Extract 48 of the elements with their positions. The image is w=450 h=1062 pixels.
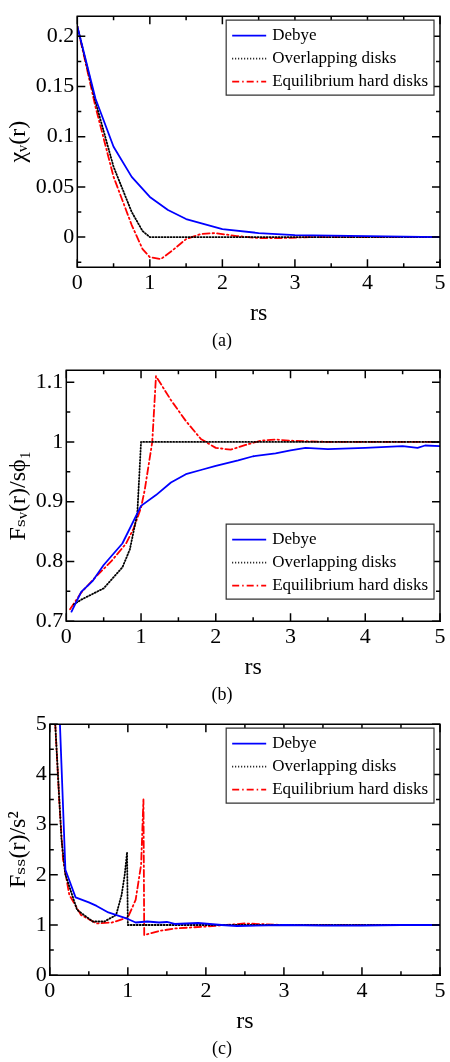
y-tick-label: 1 xyxy=(52,427,64,453)
x-tick-label: 3 xyxy=(289,269,301,295)
y-tick-label: 0.05 xyxy=(35,172,75,198)
legend-label: Overlapping disks xyxy=(272,48,397,68)
y-tick-label: 0 xyxy=(35,960,47,986)
legend-label: Equilibrium hard disks xyxy=(272,575,429,595)
legend-label: Debye xyxy=(272,25,317,45)
x-tick-label: 4 xyxy=(361,269,373,295)
x-tick-label: 1 xyxy=(122,977,134,1003)
x-tick-label: 2 xyxy=(200,977,212,1003)
x-tick-label: 1 xyxy=(135,623,147,649)
text: (c) xyxy=(212,1037,232,1059)
text: (a) xyxy=(212,329,232,351)
y-axis-title: Fₛₛ(r)/s² xyxy=(3,811,30,889)
x-tick-label: 1 xyxy=(144,269,156,295)
legend-label: Overlapping disks xyxy=(272,756,397,776)
x-tick-label: 3 xyxy=(285,623,297,649)
x-axis-title: rs xyxy=(236,1007,254,1034)
x-tick-label: 2 xyxy=(210,623,222,649)
x-tick-label: 4 xyxy=(359,623,371,649)
legend-label: Overlapping disks xyxy=(272,552,397,572)
x-tick-label: 5 xyxy=(434,623,446,649)
y-axis-title: χᵥ(r) xyxy=(3,120,30,164)
x-tick-label: 5 xyxy=(434,977,446,1003)
x-tick-label: 2 xyxy=(216,269,228,295)
y-tick-label: 0.8 xyxy=(35,547,64,573)
text: (b) xyxy=(211,683,233,705)
y-tick-label: 0.9 xyxy=(35,487,64,513)
y-tick-label: 2 xyxy=(35,860,47,886)
y-tick-label: 0.15 xyxy=(35,72,75,98)
legend-label: Equilibrium hard disks xyxy=(272,779,429,799)
y-tick-label: 5 xyxy=(35,709,47,735)
y-tick-label: 4 xyxy=(35,760,47,786)
legend-label: Debye xyxy=(272,733,317,753)
y-axis-title: Fₛᵥ(r)/sϕ₁ xyxy=(3,450,30,541)
y-tick-label: 1.1 xyxy=(35,367,64,393)
x-tick-label: 3 xyxy=(278,977,290,1003)
x-axis-title: rs xyxy=(249,299,268,326)
y-tick-label: 0 xyxy=(63,222,75,248)
y-tick-label: 0.1 xyxy=(46,122,75,148)
x-axis-title: rs xyxy=(244,653,262,680)
y-tick-label: 0.2 xyxy=(46,22,75,48)
y-tick-label: 1 xyxy=(35,910,47,936)
x-tick-label: 4 xyxy=(356,977,368,1003)
legend-label: Equilibrium hard disks xyxy=(272,71,429,91)
x-tick-label: 5 xyxy=(434,269,446,295)
legend-label: Debye xyxy=(272,529,317,549)
y-tick-label: 3 xyxy=(35,810,47,836)
